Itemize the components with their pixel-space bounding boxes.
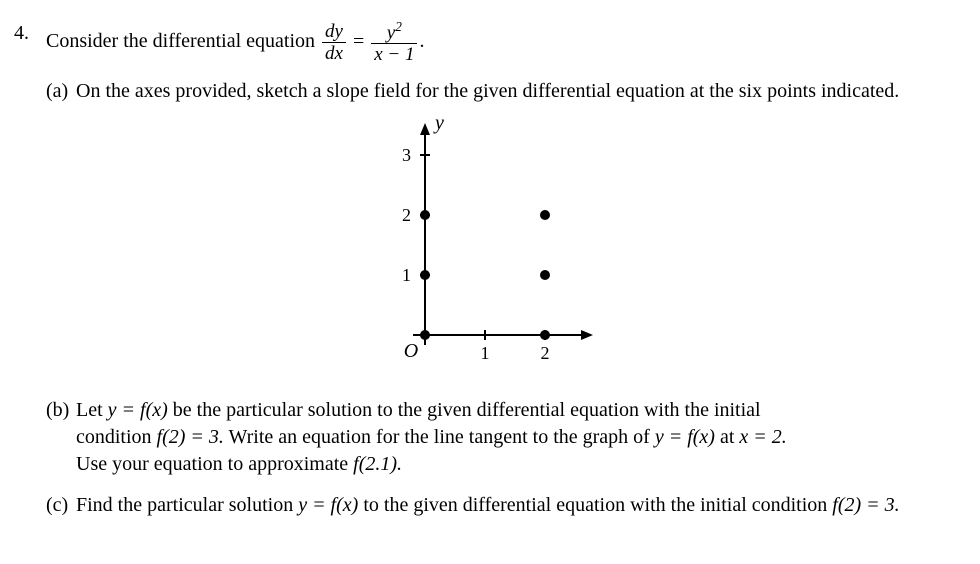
part-a-text: On the axes provided, sketch a slope fie…	[76, 78, 966, 105]
svg-text:1: 1	[402, 265, 411, 285]
svg-text:2: 2	[541, 343, 550, 363]
svg-text:3: 3	[402, 145, 411, 165]
svg-text:1: 1	[481, 343, 490, 363]
part-c-text: Find the particular solution y = f(x) to…	[76, 492, 966, 519]
svg-text:O: O	[404, 340, 418, 362]
svg-text:2: 2	[402, 205, 411, 225]
part-b: (b) Let y = f(x) be the particular solut…	[14, 397, 966, 478]
fraction-y2-x1: y2x − 1	[371, 20, 417, 64]
question-number: 4.	[14, 20, 46, 47]
svg-text:y: y	[433, 115, 444, 134]
frac1-num: dy	[322, 22, 346, 42]
part-b-letter: (b)	[46, 397, 76, 424]
question-intro: Consider the differential equation dydx …	[46, 20, 966, 64]
frac2-num: y2	[371, 20, 417, 43]
part-a: (a) On the axes provided, sketch a slope…	[14, 78, 966, 105]
intro-text-a: Consider the differential equation	[46, 30, 320, 52]
part-c-letter: (c)	[46, 492, 76, 519]
intro-end: .	[419, 30, 424, 52]
part-a-letter: (a)	[46, 78, 76, 105]
slope-field-axes: 12123Oxy	[14, 115, 966, 383]
part-b-text: Let y = f(x) be the particular solution …	[76, 397, 966, 478]
part-c: (c) Find the particular solution y = f(x…	[14, 492, 966, 519]
fraction-dy-dx: dydx	[322, 22, 346, 63]
frac1-den: dx	[322, 42, 346, 63]
question-4: 4. Consider the differential equation dy…	[14, 20, 966, 64]
frac2-den: x − 1	[371, 43, 417, 64]
graph-svg: 12123Oxy	[375, 115, 605, 375]
equals-sign: =	[348, 31, 369, 53]
